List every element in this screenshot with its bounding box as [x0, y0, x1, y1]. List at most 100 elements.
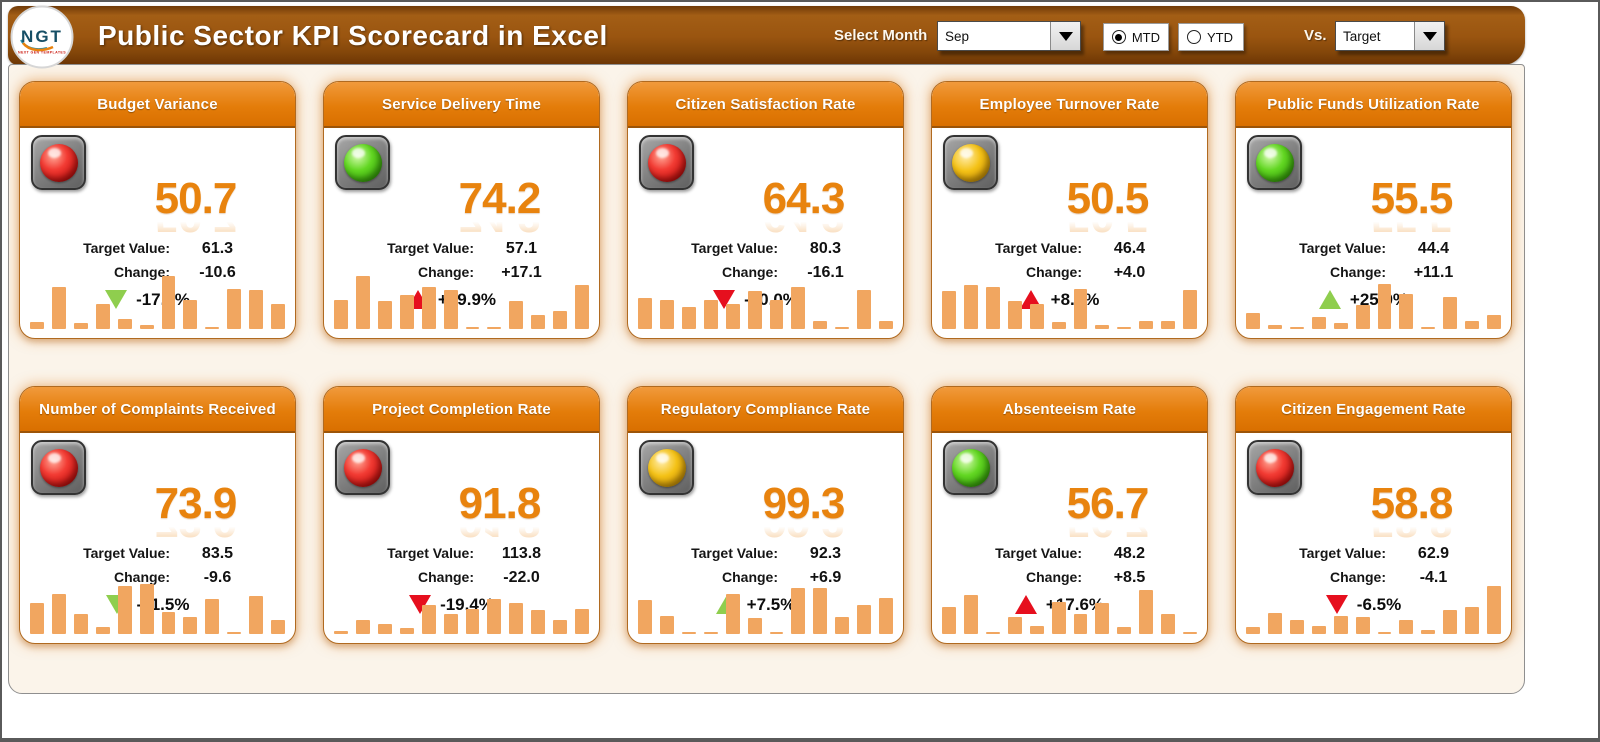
- target-row: Target Value: 44.4: [1236, 240, 1511, 258]
- spark-bar: [271, 620, 286, 634]
- spark-bar: [443, 289, 458, 329]
- spark-bar: [1443, 610, 1458, 634]
- kpi-value: 91.8: [458, 479, 542, 528]
- month-dropdown[interactable]: Sep: [937, 21, 1081, 51]
- target-value: 92.3: [809, 544, 842, 562]
- change-label: Change:: [114, 568, 170, 585]
- spark-bar: [659, 299, 674, 329]
- change-label: Change:: [418, 568, 474, 585]
- traffic-light-icon: [639, 135, 694, 190]
- kpi-value-block: 73.9 73.9: [96, 482, 295, 542]
- spark-bar: [377, 301, 392, 329]
- traffic-light-icon: [31, 440, 86, 495]
- spark-bar: [1289, 327, 1304, 329]
- change-row: Change: -16.1: [628, 264, 903, 282]
- spark-bar: [1355, 305, 1370, 329]
- spark-bar: [942, 607, 956, 634]
- spark-bar: [139, 583, 154, 634]
- kpi-value-reflection: 74.2: [400, 219, 599, 237]
- kpi-value: 50.5: [1066, 174, 1150, 223]
- kpi-value-block: 58.8 58.8: [1312, 482, 1511, 542]
- change-label: Change:: [1330, 568, 1386, 585]
- select-month-label: Select Month: [834, 27, 928, 44]
- spark-bar: [421, 604, 436, 634]
- ytd-radio-icon[interactable]: [1187, 30, 1201, 44]
- target-label: Target Value:: [387, 544, 474, 561]
- spark-bar: [465, 327, 480, 329]
- spark-bar: [117, 586, 132, 634]
- kpi-card-title: Employee Turnover Rate: [979, 95, 1160, 113]
- target-label: Target Value:: [83, 544, 170, 561]
- spark-bar: [681, 306, 696, 329]
- kpi-value: 50.7: [154, 174, 238, 223]
- spark-bar: [334, 299, 348, 329]
- target-row: Target Value: 46.4: [932, 240, 1207, 258]
- kpi-value-block: 74.2 74.2: [400, 177, 599, 237]
- trend-percent: -6.5%: [1356, 594, 1402, 614]
- kpi-card-title: Citizen Satisfaction Rate: [675, 95, 856, 113]
- month-dropdown-value: Sep: [945, 28, 970, 44]
- spark-bar: [117, 319, 132, 329]
- spark-bar: [681, 632, 696, 634]
- spark-bar: [1289, 620, 1304, 634]
- spark-bar: [813, 588, 828, 634]
- change-row: Change: -9.6: [20, 569, 295, 587]
- kpi-card-title: Budget Variance: [97, 95, 218, 113]
- spark-bar: [1267, 612, 1282, 634]
- target-row: Target Value: 62.9: [1236, 545, 1511, 563]
- kpi-card-1: Budget Variance 50.7 50.7 Target Value: …: [19, 81, 296, 339]
- spark-bar: [334, 631, 348, 634]
- spark-bar: [1377, 284, 1392, 329]
- target-row: Target Value: 83.5: [20, 545, 295, 563]
- trend-row: -6.5%: [1236, 594, 1501, 615]
- spark-bar: [1139, 590, 1154, 634]
- cards-row-2: Number of Complaints Received 73.9 73.9 …: [19, 386, 1512, 644]
- kpi-value-reflection: 91.8: [400, 524, 599, 542]
- spark-bar-chart: [1246, 273, 1502, 329]
- content-panel: Budget Variance 50.7 50.7 Target Value: …: [8, 64, 1525, 694]
- kpi-card-header: Budget Variance: [20, 82, 295, 128]
- traffic-light-ball: [39, 448, 78, 487]
- mtd-radio-option[interactable]: MTD: [1103, 23, 1169, 51]
- kpi-card-5: Public Funds Utilization Rate 55.5 55.5 …: [1235, 81, 1512, 339]
- spark-bar: [73, 323, 88, 329]
- spark-bar: [1487, 586, 1502, 634]
- traffic-light-ball: [647, 448, 686, 487]
- target-value: 44.4: [1417, 239, 1450, 257]
- change-label: Change:: [114, 263, 170, 280]
- spark-bar: [1095, 325, 1110, 329]
- vs-dropdown-button[interactable]: [1414, 22, 1444, 50]
- spark-bar-chart: [942, 578, 1198, 634]
- spark-bar: [1377, 632, 1392, 634]
- vs-dropdown[interactable]: Target: [1335, 21, 1445, 51]
- spark-bar: [638, 298, 652, 329]
- target-label: Target Value:: [1299, 544, 1386, 561]
- spark-bar: [95, 627, 110, 634]
- spark-bar: [1333, 616, 1348, 634]
- spark-bar: [1117, 327, 1132, 329]
- spark-bar: [813, 320, 828, 329]
- ytd-radio-option[interactable]: YTD: [1178, 23, 1244, 51]
- spark-bar: [835, 327, 850, 329]
- spark-bar: [227, 632, 242, 634]
- kpi-value-block: 91.8 91.8: [400, 482, 599, 542]
- spark-bar: [139, 324, 154, 329]
- spark-bar: [725, 593, 740, 634]
- spark-bar: [1183, 289, 1198, 329]
- kpi-card-7: Project Completion Rate 91.8 91.8 Target…: [323, 386, 600, 644]
- trend-arrow-icon: [1325, 595, 1348, 615]
- spark-bar: [575, 608, 590, 634]
- change-row: Change: +4.0: [932, 264, 1207, 282]
- spark-bar: [249, 595, 264, 634]
- spark-bar: [857, 604, 872, 634]
- spark-bar-chart: [30, 578, 286, 634]
- spark-bar: [963, 594, 978, 634]
- mtd-radio-icon[interactable]: [1112, 30, 1126, 44]
- kpi-value: 55.5: [1370, 174, 1454, 223]
- logo-subtext: NEXT GEN TEMPLATES: [18, 51, 66, 55]
- spark-bar-chart: [1246, 578, 1502, 634]
- target-value: 61.3: [201, 239, 234, 257]
- kpi-card-10: Citizen Engagement Rate 58.8 58.8 Target…: [1235, 386, 1512, 644]
- month-dropdown-button[interactable]: [1050, 22, 1080, 50]
- spark-bar-chart: [942, 273, 1198, 329]
